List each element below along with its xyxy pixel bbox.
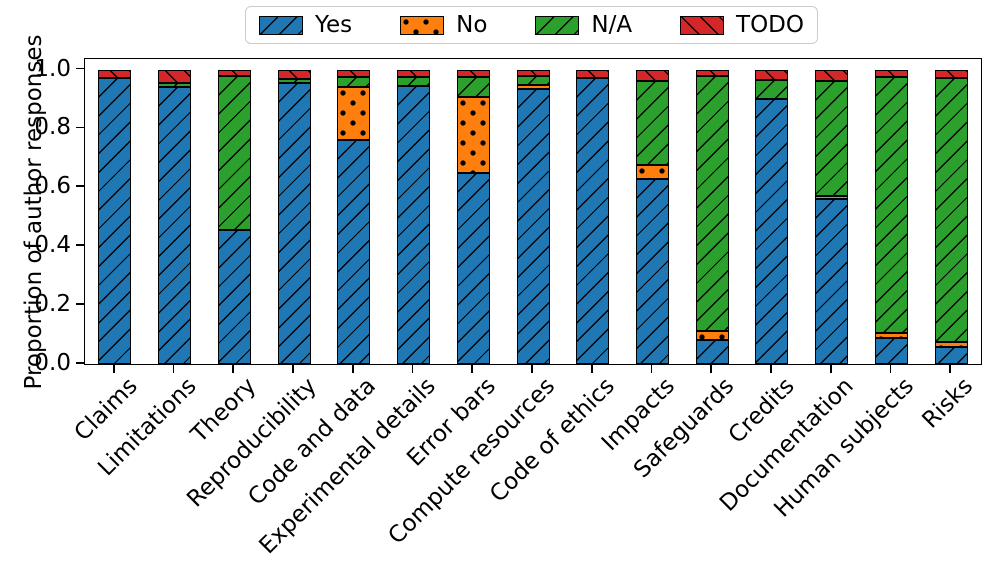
bar-segment-documentation-no: [815, 195, 849, 200]
bar-segment-limitations-n-a: [158, 83, 192, 88]
x-tick: [889, 364, 892, 373]
x-tick: [949, 364, 952, 373]
legend-item-n-a: N/A: [535, 13, 632, 37]
legend-label: N/A: [591, 12, 633, 38]
x-tick: [351, 364, 354, 373]
bar-segment-documentation-todo: [815, 69, 849, 81]
plot-area: [84, 58, 982, 365]
bar-segment-compute-resources-todo: [516, 69, 550, 76]
bar-segment-human-subjects-yes: [874, 337, 908, 364]
x-tick: [829, 364, 832, 373]
legend-swatch-no: [400, 15, 445, 35]
bar-segment-risks-todo: [934, 69, 968, 78]
x-tick: [471, 364, 474, 373]
bar-segment-credits-yes: [755, 99, 789, 364]
bar-segment-theory-todo: [217, 69, 251, 76]
bar-segment-error-bars-no: [456, 96, 490, 173]
bar-segment-error-bars-todo: [456, 69, 490, 77]
bar-segment-experimental-details-n-a: [397, 76, 431, 86]
legend-label: TODO: [736, 12, 804, 38]
bar-segment-credits-todo: [755, 69, 789, 80]
bar-segment-experimental-details-yes: [397, 85, 431, 364]
bar-segment-code-and-data-n-a: [337, 76, 371, 88]
x-tick: [292, 364, 294, 373]
x-tick: [710, 364, 713, 373]
x-tick-labels: Claims Limitations Theory Reproducibility Co…: [69, 371, 980, 561]
y-tick: [76, 244, 84, 247]
bar-segment-reproducibility-n-a: [277, 79, 311, 83]
bar-segment-risks-n-a: [934, 77, 968, 342]
y-tick-label: 0.2: [34, 291, 71, 318]
y-tick-label: 0.0: [34, 350, 71, 376]
chart-legend: Yes No N/A TODO: [245, 6, 818, 44]
bar-segment-safeguards-yes: [695, 340, 729, 364]
legend-swatch-todo: [680, 15, 725, 35]
bar-segment-theory-n-a: [217, 75, 251, 231]
bar-segment-human-subjects-todo: [874, 69, 908, 77]
bar-segment-impacts-no: [635, 165, 669, 179]
bar-segment-documentation-yes: [815, 199, 849, 364]
bar-segment-claims-yes: [98, 78, 132, 364]
x-tick: [650, 364, 653, 373]
bar-segment-documentation-n-a: [815, 80, 849, 196]
bar-segment-code-and-data-no: [337, 87, 371, 141]
bar-segment-risks-no: [934, 341, 968, 347]
y-tick: [76, 126, 84, 129]
bar-segment-safeguards-no: [695, 331, 729, 341]
bar-segment-compute-resources-yes: [516, 88, 550, 364]
bar-segment-error-bars-n-a: [456, 76, 490, 97]
legend-item-yes: Yes: [259, 13, 352, 37]
x-tick: [112, 364, 115, 373]
x-tick: [770, 364, 772, 373]
bar-segment-code-and-data-yes: [337, 140, 371, 364]
bar-segment-limitations-todo: [158, 69, 192, 84]
bar-segment-compute-resources-no: [516, 84, 550, 89]
legend-swatch-yes: [259, 15, 303, 35]
y-tick: [76, 67, 84, 70]
legend-label: Yes: [315, 12, 353, 38]
x-tick: [590, 364, 593, 373]
bar-segment-reproducibility-todo: [277, 69, 311, 80]
y-tick-label: 0.4: [34, 232, 71, 259]
bar-segment-impacts-todo: [635, 69, 669, 82]
y-tick-label: 1.0: [34, 55, 71, 82]
bar-segment-code-of-ethics-yes: [576, 78, 610, 364]
bar-segment-impacts-yes: [635, 178, 669, 364]
bar-segment-safeguards-todo: [695, 69, 729, 76]
bar-segment-theory-yes: [217, 230, 251, 364]
y-tick: [76, 185, 84, 188]
bar-segment-code-and-data-todo: [337, 69, 371, 77]
legend-item-todo: TODO: [680, 13, 804, 37]
x-tick: [232, 364, 235, 373]
legend-swatch-n-a: [535, 15, 580, 35]
y-tick-label: 0.8: [34, 114, 71, 141]
bar-segment-credits-n-a: [755, 79, 789, 100]
bar-segment-reproducibility-yes: [277, 82, 311, 364]
x-tick: [531, 364, 533, 373]
bar-segment-claims-todo: [98, 69, 132, 79]
x-tick: [411, 364, 414, 373]
bar-segment-human-subjects-n-a: [874, 76, 908, 334]
bar-segment-impacts-n-a: [635, 81, 669, 166]
bar-segment-compute-resources-n-a: [516, 75, 550, 85]
x-tick-label: Risks: [917, 373, 979, 434]
bar-segment-experimental-details-todo: [397, 69, 431, 77]
legend-item-no: No: [400, 13, 487, 37]
y-axis-label: Proportion of author responses: [21, 34, 47, 390]
x-tick: [172, 364, 175, 373]
y-tick: [76, 362, 84, 364]
bar-segment-error-bars-yes: [456, 172, 490, 364]
y-tick-label: 0.6: [34, 173, 71, 200]
bar-segment-safeguards-n-a: [695, 75, 729, 332]
legend-label: No: [456, 12, 488, 38]
bar-segment-code-of-ethics-todo: [576, 69, 610, 79]
bar-segment-limitations-yes: [158, 87, 192, 364]
bar-segment-human-subjects-no: [874, 333, 908, 338]
y-tick: [76, 303, 84, 306]
bar-segment-risks-yes: [934, 346, 968, 364]
